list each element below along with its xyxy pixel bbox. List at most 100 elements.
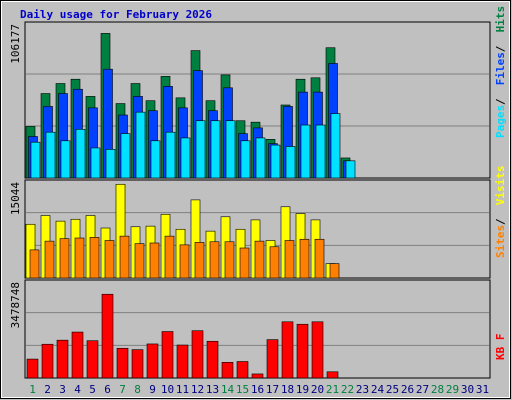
bar-sites-day-20 bbox=[314, 238, 325, 279]
x-tick-label-day-19: 19 bbox=[296, 383, 309, 396]
bar-kbytes-day-14 bbox=[221, 362, 234, 379]
bar-kbytes-day-13 bbox=[206, 340, 219, 379]
x-tick-label-day-13: 13 bbox=[206, 383, 219, 396]
x-tick-label-day-12: 12 bbox=[191, 383, 204, 396]
x-tick-label-day-16: 16 bbox=[251, 383, 264, 396]
x-tick-label-day-29: 29 bbox=[446, 383, 459, 396]
bar-pages-day-3 bbox=[60, 140, 71, 179]
bar-sites-day-18 bbox=[284, 240, 295, 279]
x-tick-label-day-20: 20 bbox=[311, 383, 324, 396]
bar-kbytes-day-11 bbox=[176, 344, 189, 379]
bar-kbytes-day-4 bbox=[71, 331, 84, 379]
legend-sep: / bbox=[494, 218, 507, 225]
bar-kbytes-day-3 bbox=[56, 339, 69, 379]
bar-sites-day-2 bbox=[44, 240, 55, 279]
y-max-label-3: 3478748 bbox=[9, 282, 22, 328]
bar-kbytes-day-1 bbox=[26, 358, 39, 379]
bar-pages-day-20 bbox=[315, 124, 326, 179]
bar-pages-day-14 bbox=[225, 120, 236, 179]
bar-kbytes-day-21 bbox=[326, 371, 339, 379]
y-max-label-2: 15044 bbox=[9, 182, 22, 215]
bar-kbytes-day-15 bbox=[236, 361, 249, 379]
bar-sites-day-3 bbox=[59, 238, 70, 279]
x-tick-label-day-31: 31 bbox=[476, 383, 489, 396]
bar-sites-day-4 bbox=[74, 237, 85, 279]
bar-sites-day-19 bbox=[299, 238, 310, 279]
bar-pages-day-7 bbox=[120, 133, 131, 179]
bar-sites-day-8 bbox=[134, 243, 145, 279]
bar-sites-day-7 bbox=[119, 235, 130, 279]
x-tick-label-day-11: 11 bbox=[176, 383, 189, 396]
page-title: Daily usage for February 2026 bbox=[20, 8, 213, 21]
bar-pages-day-2 bbox=[45, 131, 56, 179]
x-tick-label-day-7: 7 bbox=[119, 383, 126, 396]
x-tick-label-day-8: 8 bbox=[134, 383, 141, 396]
x-tick-label-day-9: 9 bbox=[149, 383, 156, 396]
legend-panel-2: Sites / Visits bbox=[494, 165, 507, 258]
bar-kbytes-day-12 bbox=[191, 330, 204, 379]
bar-kbytes-day-5 bbox=[86, 340, 99, 379]
bar-sites-day-17 bbox=[269, 246, 280, 279]
bar-kbytes-day-7 bbox=[116, 347, 129, 379]
y-max-label-1: 106177 bbox=[9, 24, 22, 64]
bar-kbytes-day-8 bbox=[131, 349, 144, 379]
bar-sites-day-5 bbox=[89, 237, 100, 279]
x-tick-label-day-2: 2 bbox=[44, 383, 51, 396]
bar-pages-day-17 bbox=[270, 144, 281, 179]
bar-sites-day-1 bbox=[29, 249, 40, 279]
bar-sites-day-9 bbox=[149, 242, 160, 279]
bar-pages-day-1 bbox=[30, 141, 41, 179]
bar-kbytes-day-10 bbox=[161, 331, 174, 379]
x-tick-label-day-21: 21 bbox=[326, 383, 339, 396]
legend-files: Files bbox=[494, 52, 507, 85]
bar-sites-day-14 bbox=[224, 241, 235, 279]
bar-sites-day-6 bbox=[104, 240, 115, 279]
bar-sites-day-12 bbox=[194, 242, 205, 279]
x-tick-label-day-18: 18 bbox=[281, 383, 294, 396]
bar-sites-day-10 bbox=[164, 235, 175, 279]
bar-pages-day-15 bbox=[240, 140, 251, 179]
bar-kbytes-day-20 bbox=[311, 321, 324, 379]
legend-kbytes: KB F bbox=[494, 334, 507, 361]
bar-pages-day-21 bbox=[330, 113, 341, 179]
x-tick-label-day-27: 27 bbox=[416, 383, 429, 396]
legend-pages: Pages bbox=[494, 105, 507, 138]
bar-pages-day-18 bbox=[285, 146, 296, 179]
bar-kbytes-day-18 bbox=[281, 321, 294, 379]
x-tick-label-day-3: 3 bbox=[59, 383, 66, 396]
legend-sep: / bbox=[494, 45, 507, 52]
x-tick-label-day-22: 22 bbox=[341, 383, 354, 396]
bar-sites-day-21 bbox=[329, 263, 340, 279]
bar-pages-day-12 bbox=[195, 120, 206, 179]
x-tick-label-day-26: 26 bbox=[401, 383, 414, 396]
x-tick-label-day-10: 10 bbox=[161, 383, 174, 396]
x-tick-label-day-23: 23 bbox=[356, 383, 369, 396]
bar-pages-day-22 bbox=[345, 160, 356, 179]
bar-pages-day-13 bbox=[210, 120, 221, 179]
legend-sites: Sites bbox=[494, 225, 507, 258]
bar-kbytes-day-16 bbox=[251, 373, 264, 379]
x-tick-label-day-28: 28 bbox=[431, 383, 444, 396]
bar-sites-day-11 bbox=[179, 244, 190, 279]
legend-visits: Visits bbox=[494, 165, 507, 205]
bar-pages-day-8 bbox=[135, 111, 146, 179]
bar-pages-day-10 bbox=[165, 131, 176, 179]
x-tick-label-day-6: 6 bbox=[104, 383, 111, 396]
legend-hits: Hits bbox=[494, 6, 507, 33]
bar-pages-day-5 bbox=[90, 147, 101, 179]
bar-sites-day-15 bbox=[239, 247, 250, 279]
bar-sites-day-16 bbox=[254, 240, 265, 279]
legend-panel-3: KB F bbox=[494, 334, 507, 361]
x-tick-label-day-30: 30 bbox=[461, 383, 474, 396]
x-tick-label-day-14: 14 bbox=[221, 383, 235, 396]
x-tick-label-day-17: 17 bbox=[266, 383, 279, 396]
legend-sep: / bbox=[494, 98, 507, 105]
bar-pages-day-6 bbox=[105, 149, 116, 179]
bar-sites-day-13 bbox=[209, 241, 220, 279]
bar-kbytes-day-9 bbox=[146, 343, 159, 379]
bar-kbytes-day-6 bbox=[101, 293, 114, 379]
